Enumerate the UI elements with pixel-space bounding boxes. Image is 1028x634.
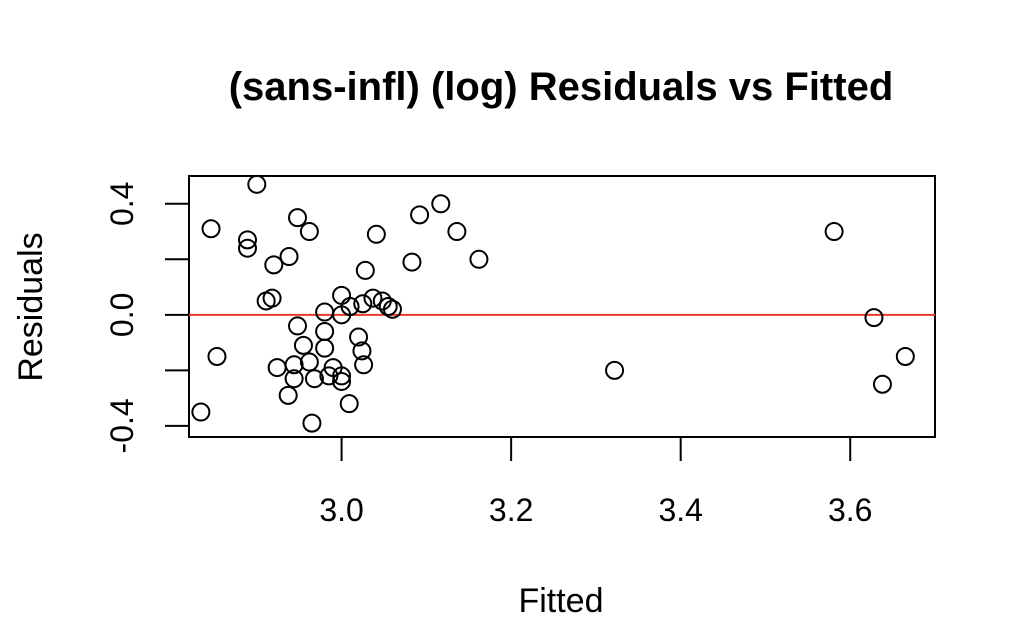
data-point	[382, 299, 402, 319]
data-point	[247, 174, 267, 194]
data-point	[237, 230, 257, 250]
data-point	[304, 369, 324, 389]
data-point	[299, 222, 319, 242]
data-point	[447, 222, 467, 242]
data-point	[864, 308, 884, 328]
y-tick-label: 0.4	[104, 182, 140, 226]
plot-frame	[188, 175, 936, 438]
data-point	[315, 321, 335, 341]
points-layer	[191, 174, 915, 433]
data-point	[288, 316, 308, 336]
data-point	[284, 355, 304, 375]
data-point	[293, 335, 313, 355]
data-point	[605, 360, 625, 380]
y-axis-label: Residuals	[12, 232, 50, 381]
x-tick-label: 3.6	[828, 492, 872, 528]
data-point	[315, 338, 335, 358]
data-point	[264, 255, 284, 275]
y-tick-label: -0.4	[104, 398, 140, 453]
data-point	[191, 402, 211, 422]
chart-title: (sans-infl) (log) Residuals vs Fitted	[229, 65, 894, 109]
data-point	[872, 374, 892, 394]
data-point	[824, 222, 844, 242]
y-tick-label: 0.0	[104, 293, 140, 337]
data-point	[402, 252, 422, 272]
data-point	[378, 297, 398, 316]
data-point	[262, 288, 282, 308]
data-point	[366, 224, 386, 244]
data-point	[349, 327, 369, 347]
data-point	[278, 385, 298, 405]
data-point	[299, 352, 319, 372]
data-point	[354, 355, 374, 375]
data-point	[332, 371, 352, 391]
x-tick-label: 3.0	[319, 492, 363, 528]
data-point	[201, 219, 221, 239]
data-point	[895, 346, 915, 366]
data-point	[363, 288, 383, 308]
data-point	[353, 294, 373, 314]
data-point	[410, 205, 430, 225]
data-point	[267, 358, 287, 378]
data-point	[332, 285, 352, 305]
data-point	[288, 208, 308, 228]
data-point	[302, 413, 322, 433]
data-point	[339, 394, 359, 414]
x-tick-label: 3.2	[489, 492, 533, 528]
x-tick-label: 3.4	[658, 492, 702, 528]
data-point	[469, 249, 489, 269]
data-point	[315, 302, 335, 322]
data-point	[431, 194, 451, 214]
data-point	[355, 260, 375, 280]
data-point	[279, 247, 299, 267]
x-axis-label: Fitted	[518, 582, 603, 620]
data-point	[237, 238, 257, 258]
data-point	[207, 346, 227, 366]
data-point	[352, 341, 372, 361]
data-point	[284, 369, 304, 389]
data-point	[340, 297, 360, 316]
data-point	[332, 366, 352, 386]
